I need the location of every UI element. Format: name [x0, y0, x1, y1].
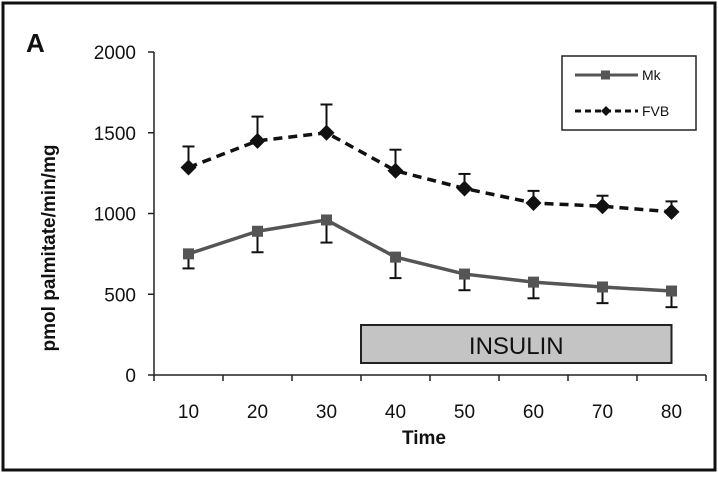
- x-tick-label: 60: [523, 402, 544, 423]
- series-line-fvb: [187, 130, 672, 214]
- x-tick-label: 20: [247, 402, 268, 423]
- data-point-fvb: [387, 162, 404, 179]
- data-point-fvb: [594, 198, 611, 215]
- data-point-fvb: [663, 203, 680, 220]
- data-point-fvb: [456, 180, 473, 197]
- legend-box: [561, 55, 697, 131]
- x-tick-label: 80: [661, 402, 682, 423]
- x-tick-label: 10: [178, 402, 199, 423]
- x-tick-label: 70: [592, 402, 613, 423]
- data-point-mk: [459, 268, 470, 280]
- data-point-mk: [390, 251, 401, 263]
- x-tick-label: 50: [454, 402, 475, 423]
- series-fvb: [180, 103, 680, 220]
- legend-label-mk: Mk: [642, 67, 662, 83]
- annotation-layer: INSULIN: [360, 324, 673, 364]
- y-tick-label: 0: [125, 366, 136, 387]
- legend-label-fvb: FVB: [642, 103, 669, 119]
- data-point-fvb: [249, 132, 266, 149]
- y-tick-label: 2000: [94, 43, 136, 64]
- data-point-mk: [252, 225, 263, 237]
- x-axis-title: Time: [402, 428, 446, 449]
- data-point-mk: [321, 214, 332, 226]
- data-point-fvb: [318, 124, 335, 141]
- series-mk: [182, 214, 678, 309]
- data-point-fvb: [525, 195, 542, 212]
- y-tick-label: 1500: [94, 124, 136, 145]
- panel-label: A: [26, 28, 45, 58]
- y-tick-label: 1000: [94, 205, 136, 226]
- data-point-mk: [528, 276, 539, 288]
- axes-layer: 0 500 1000 1500 2000 10 20 30 40 50 60 70 80: [94, 43, 707, 423]
- insulin-label: INSULIN: [469, 333, 564, 360]
- y-axis-title: pmol palmitate/min/mg: [39, 145, 60, 352]
- x-tick-label: 30: [316, 402, 337, 423]
- series-line-mk: [187, 218, 672, 293]
- data-point-mk: [666, 285, 677, 297]
- x-tick-label: 40: [385, 402, 406, 423]
- legend-swatch-marker-mk: [601, 70, 610, 80]
- series-layer: [180, 103, 680, 309]
- data-point-fvb: [180, 159, 197, 176]
- legend: Mk FVB: [561, 55, 697, 131]
- data-point-mk: [597, 281, 608, 293]
- legend-swatch-marker-fvb: [601, 106, 611, 116]
- y-tick-label: 500: [104, 285, 136, 306]
- data-point-mk: [183, 248, 194, 260]
- insulin-box: [360, 324, 673, 364]
